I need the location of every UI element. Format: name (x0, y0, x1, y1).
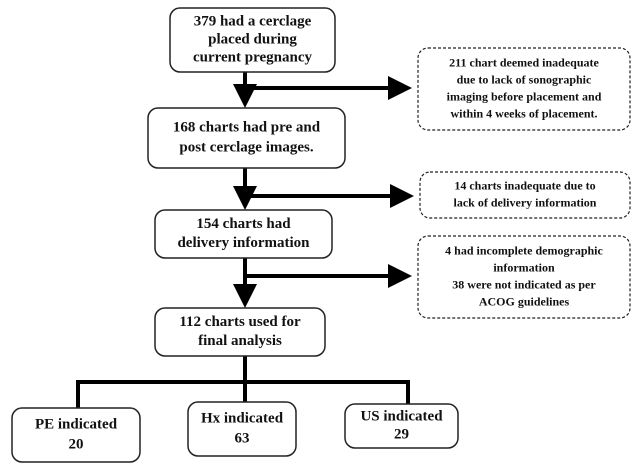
box-text: US indicated (360, 408, 443, 424)
step-box: US indicated 29 (344, 403, 459, 449)
box-text: 4 had incomplete demographic (445, 243, 603, 257)
box-text: placed during (208, 31, 297, 47)
step-box: 168 charts had pre and post cerclage imag… (147, 107, 346, 169)
step-box: 154 charts had delivery information (154, 209, 333, 259)
box-text: Hx indicated (201, 410, 284, 426)
box-text: ACOG guidelines (479, 294, 570, 308)
box-text: 379 had a cerclage (194, 13, 312, 29)
box-text: post cerclage images. (179, 139, 314, 155)
step-box: PE indicated 20 (11, 407, 141, 463)
box-text: 168 charts had pre and (173, 119, 321, 135)
note-box: 14 charts inadequate due to lack of deliv… (419, 171, 631, 219)
box (417, 47, 631, 131)
box-text: current pregnancy (193, 49, 313, 65)
box (154, 307, 326, 357)
box-text: PE indicated (35, 416, 118, 432)
box-text: 112 charts used for (179, 314, 301, 330)
box-text: information (493, 260, 555, 274)
box-text: delivery information (177, 235, 310, 251)
box-text: imaging before placement and (447, 89, 602, 103)
box (344, 403, 459, 449)
box (147, 107, 346, 169)
note-box: 211 chart deemed inadequate due to lack o… (417, 47, 631, 131)
box-text: lack of delivery information (454, 195, 597, 209)
step-box: 112 charts used for final analysis (154, 307, 326, 357)
box (417, 235, 631, 319)
step-box: 379 had a cerclage placed during current p… (169, 7, 336, 73)
box (419, 171, 631, 219)
box (11, 407, 141, 463)
step-box: Hx indicated 63 (187, 401, 297, 457)
box-text: within 4 weeks of placement. (451, 106, 598, 120)
box-text: 211 chart deemed inadequate (449, 55, 599, 69)
box-text: 20 (69, 436, 84, 452)
note-box: 4 had incomplete demographic information 3… (417, 235, 631, 319)
box-text: 29 (394, 426, 409, 442)
box-text: final analysis (198, 333, 282, 349)
box-text: 154 charts had (196, 216, 291, 232)
nodes: 379 had a cerclage placed during current p… (11, 7, 631, 463)
box-text: due to lack of sonographic (457, 72, 592, 86)
connectors (76, 72, 414, 408)
box-text: 63 (235, 430, 250, 446)
box-text: 14 charts inadequate due to (454, 178, 595, 192)
box (154, 209, 333, 259)
box (187, 401, 297, 457)
box (169, 7, 336, 73)
box-text: 38 were not indicated as per (452, 277, 596, 291)
